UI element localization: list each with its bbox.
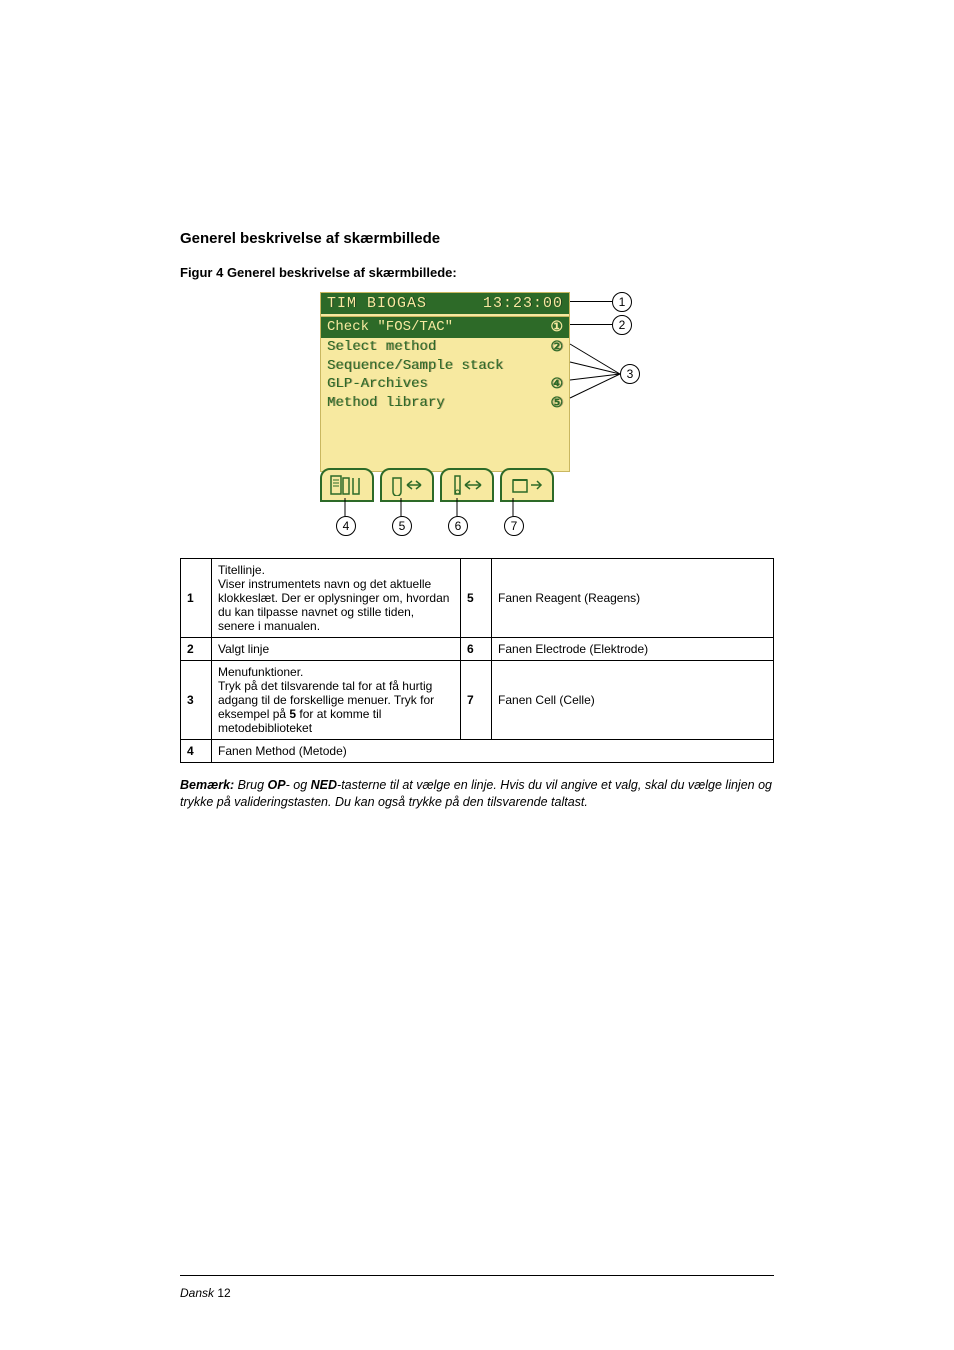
callout-1: 1 [612, 292, 632, 312]
table-row: 2 Valgt linje 6 Fanen Electrode (Elektro… [181, 638, 774, 661]
figure: TIM BIOGAS 13:23:00 Check "FOS/TAC" ① Se… [180, 288, 774, 548]
reagent-icon [387, 474, 427, 496]
footer-page: 12 [214, 1286, 231, 1300]
table-row: 4 Fanen Method (Metode) [181, 740, 774, 763]
lcd-line[interactable]: Method library ⑤ [321, 394, 569, 413]
note: Bemærk: Brug OP- og NED-tasterne til at … [180, 777, 774, 811]
legend-desc: Fanen Cell (Celle) [492, 661, 774, 740]
figure-caption: Figur 4 Generel beskrivelse af skærmbill… [180, 265, 774, 280]
footer-lang: Dansk [180, 1286, 214, 1300]
legend-num: 7 [461, 661, 492, 740]
legend-desc: Valgt linje [212, 638, 461, 661]
legend-num: 6 [461, 638, 492, 661]
lcd-empty-area [321, 413, 569, 471]
legend-desc: Fanen Reagent (Reagens) [492, 559, 774, 638]
section-heading: Generel beskrivelse af skærmbillede [180, 230, 774, 247]
legend-num: 5 [461, 559, 492, 638]
lcd-time: 13:23:00 [483, 295, 563, 312]
legend-num: 3 [181, 661, 212, 740]
lcd-line-num: ② [550, 339, 563, 356]
lcd-titlebar: TIM BIOGAS 13:23:00 [321, 293, 569, 314]
lcd-line-label: Select method [327, 339, 436, 356]
lcd-line[interactable]: Select method ② [321, 338, 569, 357]
lcd-selected-num: ① [550, 319, 563, 336]
table-row: 3 Menufunktioner.Tryk på det tilsvarende… [181, 661, 774, 740]
lcd-selected-label: Check "FOS/TAC" [327, 319, 453, 336]
table-row: 1 Titellinje.Viser instrumentets navn og… [181, 559, 774, 638]
lcd-line[interactable]: GLP-Archives ④ [321, 375, 569, 394]
callout-5: 5 [392, 516, 412, 536]
leader-line [570, 324, 612, 325]
lcd: TIM BIOGAS 13:23:00 Check "FOS/TAC" ① Se… [320, 292, 570, 472]
lcd-line-num: ⑤ [550, 395, 563, 412]
electrode-icon [447, 474, 487, 496]
callout-6: 6 [448, 516, 468, 536]
note-op: OP [268, 778, 286, 792]
legend-desc: Fanen Method (Metode) [212, 740, 774, 763]
lcd-line-label: GLP-Archives [327, 376, 428, 393]
lcd-line-label: Sequence/Sample stack [327, 358, 503, 374]
legend-num: 4 [181, 740, 212, 763]
tab-method[interactable] [320, 468, 374, 502]
legend-table: 1 Titellinje.Viser instrumentets navn og… [180, 558, 774, 763]
callout-4: 4 [336, 516, 356, 536]
note-ned: NED [311, 778, 337, 792]
callout-3: 3 [620, 364, 640, 384]
method-icon [327, 474, 367, 496]
lcd-line[interactable]: Sequence/Sample stack [321, 357, 569, 375]
page: Generel beskrivelse af skærmbillede Figu… [0, 0, 954, 1350]
figure-caption-bold: Figur 4 Generel beskrivelse af skærmbill… [180, 265, 457, 280]
tab-cell[interactable] [500, 468, 554, 502]
lcd-selected-line[interactable]: Check "FOS/TAC" ① [321, 316, 569, 338]
lcd-title: TIM BIOGAS [327, 295, 427, 312]
note-text: Brug [234, 778, 267, 792]
legend-num: 1 [181, 559, 212, 638]
callout-7: 7 [504, 516, 524, 536]
tab-electrode[interactable] [440, 468, 494, 502]
legend-desc: Fanen Electrode (Elektrode) [492, 638, 774, 661]
note-text: - og [286, 778, 311, 792]
lcd-line-num: ④ [550, 376, 563, 393]
cell-icon [507, 474, 547, 496]
leader-line [570, 301, 612, 302]
legend-desc: Menufunktioner.Tryk på det tilsvarende t… [212, 661, 461, 740]
legend-num: 2 [181, 638, 212, 661]
lcd-line-label: Method library [327, 395, 445, 412]
callout-2: 2 [612, 315, 632, 335]
legend-desc: Titellinje.Viser instrumentets navn og d… [212, 559, 461, 638]
note-prefix: Bemærk: [180, 778, 234, 792]
lcd-tabs [320, 468, 554, 502]
tab-reagent[interactable] [380, 468, 434, 502]
device-screen: TIM BIOGAS 13:23:00 Check "FOS/TAC" ① Se… [320, 292, 570, 472]
page-footer: Dansk 12 [180, 1275, 774, 1300]
